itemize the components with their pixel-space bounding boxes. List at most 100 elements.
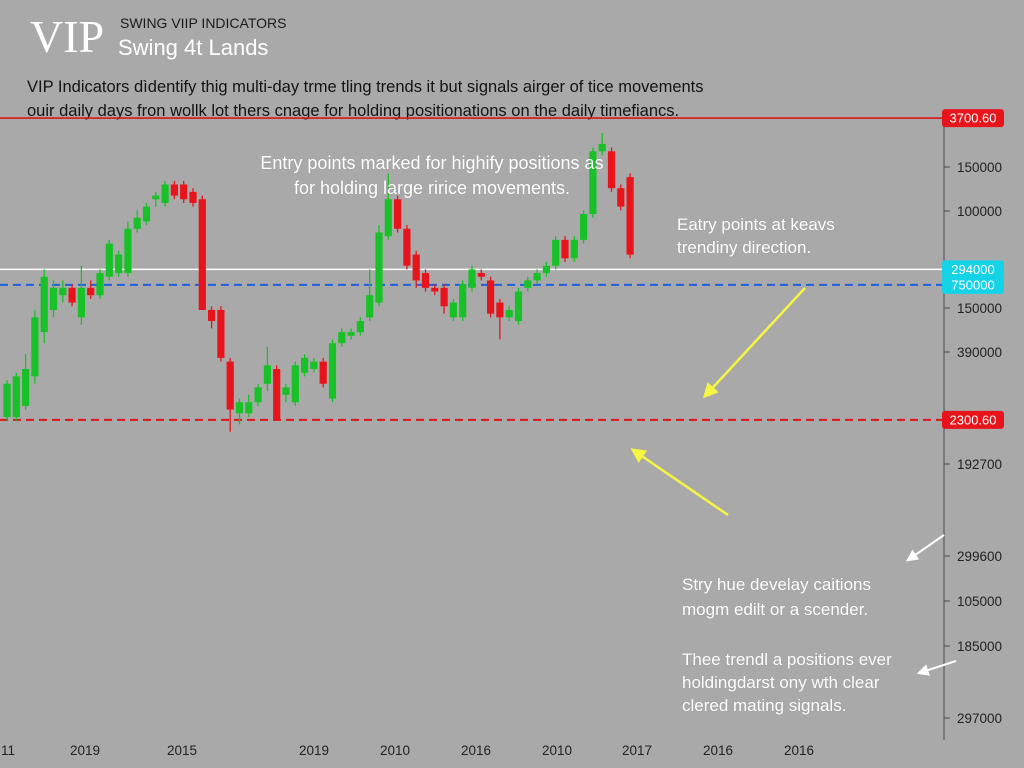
candle-bearish: [87, 280, 95, 299]
candle-body: [40, 276, 48, 333]
candle-body: [617, 188, 625, 207]
candle-body: [533, 273, 541, 281]
annotation-line: Thee trendl a positions ever: [682, 650, 892, 669]
candle-body: [254, 387, 262, 403]
candle-bearish: [431, 284, 439, 296]
candle-body: [477, 273, 485, 277]
candle-body: [319, 361, 327, 384]
description-line-1: VIP Indicators dìdentify thig multi-day …: [27, 78, 704, 96]
level-badge: [942, 260, 1004, 279]
candle-body: [356, 321, 364, 333]
candle-bearish: [607, 147, 616, 192]
annotation-line: Entry points marked for highify position…: [260, 153, 604, 173]
y-tick-label: 100000: [957, 204, 1002, 219]
candle-body: [487, 280, 495, 314]
candle-body: [459, 284, 467, 318]
candle-body: [282, 387, 290, 395]
candle-body: [170, 184, 178, 196]
candle-body: [347, 332, 355, 336]
candle-body: [505, 309, 513, 318]
candle-body: [49, 287, 58, 310]
candle-body: [273, 369, 281, 421]
candle-bullish: [142, 202, 151, 226]
y-tick-label: 299600: [957, 549, 1002, 564]
candle-body: [31, 317, 39, 377]
candle-bullish: [235, 398, 244, 425]
annotation-key-levels: Eatry points at keavs trendiny direction…: [677, 213, 835, 259]
header-kicker: SWING VIIP INDICATORS: [120, 15, 287, 31]
candle-bullish: [514, 287, 523, 325]
description: VIP Indicators dìdentify thig multi-day …: [27, 75, 704, 123]
level-badge: [942, 109, 1004, 128]
candle-bullish: [570, 236, 578, 262]
level-badge: [942, 410, 1004, 429]
candle-body: [440, 287, 448, 307]
candle-body: [22, 369, 30, 406]
yellow-arrow-upper: [702, 287, 806, 399]
candle-bullish: [40, 269, 48, 344]
candle-body: [431, 287, 439, 292]
y-tick-label: 297000: [957, 711, 1002, 726]
candle-bullish: [59, 280, 67, 303]
candle-bearish: [403, 225, 411, 270]
level-badge-label: 294000: [951, 262, 994, 277]
candle-body: [580, 214, 588, 240]
candle-bullish: [3, 380, 11, 421]
candle-bullish: [366, 269, 374, 322]
annotation-develop: Stry hue develay caitions mogm edilt or …: [682, 572, 871, 622]
candle-body: [403, 228, 411, 266]
candle-body: [3, 383, 11, 417]
candle-body: [124, 228, 132, 274]
x-axis-ticks: 11 2019 2015 2019 2010 2016 2010 2017 2016 2016: [1, 743, 814, 758]
annotation-line: for holding large ririce movements.: [293, 178, 571, 198]
candle-bullish: [468, 265, 476, 292]
candle-bullish: [124, 221, 132, 277]
y-tick-label: 150000: [957, 160, 1002, 175]
candle-body: [217, 309, 225, 358]
annotation-line: holdingdarst ony wth clear: [682, 673, 880, 692]
candle-bullish: [105, 239, 113, 281]
candle-bullish: [328, 339, 337, 403]
annotation-line: mogm edilt or a scender.: [682, 600, 869, 619]
candle-body: [561, 239, 569, 259]
candle-body: [589, 151, 597, 215]
candle-body: [542, 265, 550, 274]
candle-body: [180, 184, 188, 200]
candle-body: [161, 184, 169, 203]
candle-body: [607, 151, 616, 189]
candle-bullish: [161, 180, 169, 207]
candle-bearish: [198, 195, 206, 310]
candle-body: [226, 361, 234, 410]
candle-body: [189, 191, 197, 203]
candle-bullish: [12, 372, 20, 421]
candle-bearish: [170, 180, 178, 200]
candle-body: [198, 199, 206, 310]
candle-bullish: [22, 354, 30, 410]
candle-bearish: [440, 284, 448, 314]
white-arrow-upper: [906, 534, 945, 562]
candle-bullish: [96, 269, 104, 299]
candle-body: [77, 287, 85, 318]
candle-bullish: [347, 328, 355, 340]
candle-bearish: [626, 173, 634, 259]
annotation-line: Stry hue develay caitions: [682, 575, 871, 594]
y-tick-label: 192700: [957, 457, 1002, 472]
candle-body: [245, 402, 253, 414]
candle-body: [449, 302, 457, 318]
candle-bullish: [533, 269, 541, 285]
candle-bullish: [524, 276, 532, 292]
candle-body: [338, 332, 346, 344]
candle-body: [96, 273, 104, 296]
annotation-entry-points: Entry points marked for highify position…: [222, 151, 642, 201]
candle-body: [366, 295, 374, 318]
candle-bearish: [68, 284, 76, 307]
candle-bearish: [217, 306, 225, 362]
candle-bullish: [133, 210, 141, 233]
x-tick-label: 2019: [70, 743, 100, 758]
yellow-arrow-lower: [630, 448, 729, 517]
candle-bullish: [49, 280, 58, 318]
candle-bullish: [505, 306, 513, 322]
candle-body: [87, 287, 95, 296]
candle-bearish: [319, 357, 327, 388]
